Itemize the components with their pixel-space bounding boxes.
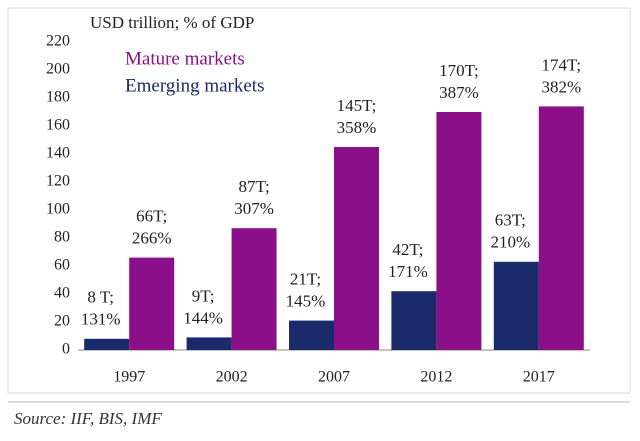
x-tick-label: 2017 <box>523 369 555 386</box>
value-label: 66T; <box>136 207 167 226</box>
bar <box>391 291 437 350</box>
legend-entry: Mature markets <box>125 48 245 69</box>
chart-frame <box>7 7 631 394</box>
x-tick-label: 2002 <box>216 369 248 386</box>
bar <box>289 320 334 350</box>
y-tick-label: 180 <box>46 89 70 106</box>
source-note: Source: IIF, BIS, IMF <box>14 409 162 428</box>
value-label: 8 T; <box>87 288 114 307</box>
gdp-label: 145% <box>286 292 326 311</box>
value-label: 87T; <box>239 177 270 196</box>
bar <box>231 228 277 350</box>
y-tick-label: 120 <box>46 173 70 190</box>
value-label: 145T; <box>337 96 377 115</box>
gdp-label: 210% <box>490 233 530 252</box>
gdp-label: 387% <box>439 83 479 102</box>
value-label: 174T; <box>541 55 581 74</box>
value-label: 63T; <box>495 211 526 230</box>
y-tick-label: 0 <box>62 341 70 358</box>
y-tick-label: 60 <box>54 257 70 274</box>
value-label: 170T; <box>439 61 479 80</box>
y-tick-label: 20 <box>54 313 70 330</box>
gdp-label: 307% <box>234 199 274 218</box>
bar <box>129 257 175 350</box>
bar <box>84 338 130 350</box>
y-tick-label: 100 <box>46 201 70 218</box>
y-tick-label: 200 <box>46 61 70 78</box>
y-tick-label: 40 <box>54 285 70 302</box>
gdp-label: 171% <box>388 262 428 281</box>
bar <box>538 106 584 351</box>
bar <box>493 261 539 350</box>
legend-entry: Emerging markets <box>125 75 264 96</box>
gdp-label: 144% <box>183 308 223 327</box>
y-tick-label: 80 <box>54 229 70 246</box>
bar <box>334 147 379 350</box>
gdp-label: 266% <box>132 229 172 248</box>
x-tick-label: 1997 <box>113 369 145 386</box>
x-tick-label: 2007 <box>318 369 350 386</box>
y-axis-label: USD trillion; % of GDP <box>90 13 254 32</box>
value-label: 9T; <box>192 286 215 305</box>
value-label: 42T; <box>392 240 423 259</box>
y-tick-label: 140 <box>46 145 70 162</box>
y-tick-label: 220 <box>46 33 70 50</box>
y-tick-label: 160 <box>46 117 70 134</box>
gdp-label: 131% <box>81 310 121 329</box>
gdp-label: 358% <box>337 118 377 137</box>
value-label: 21T; <box>290 270 321 289</box>
x-tick-label: 2012 <box>420 369 452 386</box>
bar <box>186 337 232 350</box>
gdp-label: 382% <box>541 77 581 96</box>
bar <box>436 112 482 350</box>
